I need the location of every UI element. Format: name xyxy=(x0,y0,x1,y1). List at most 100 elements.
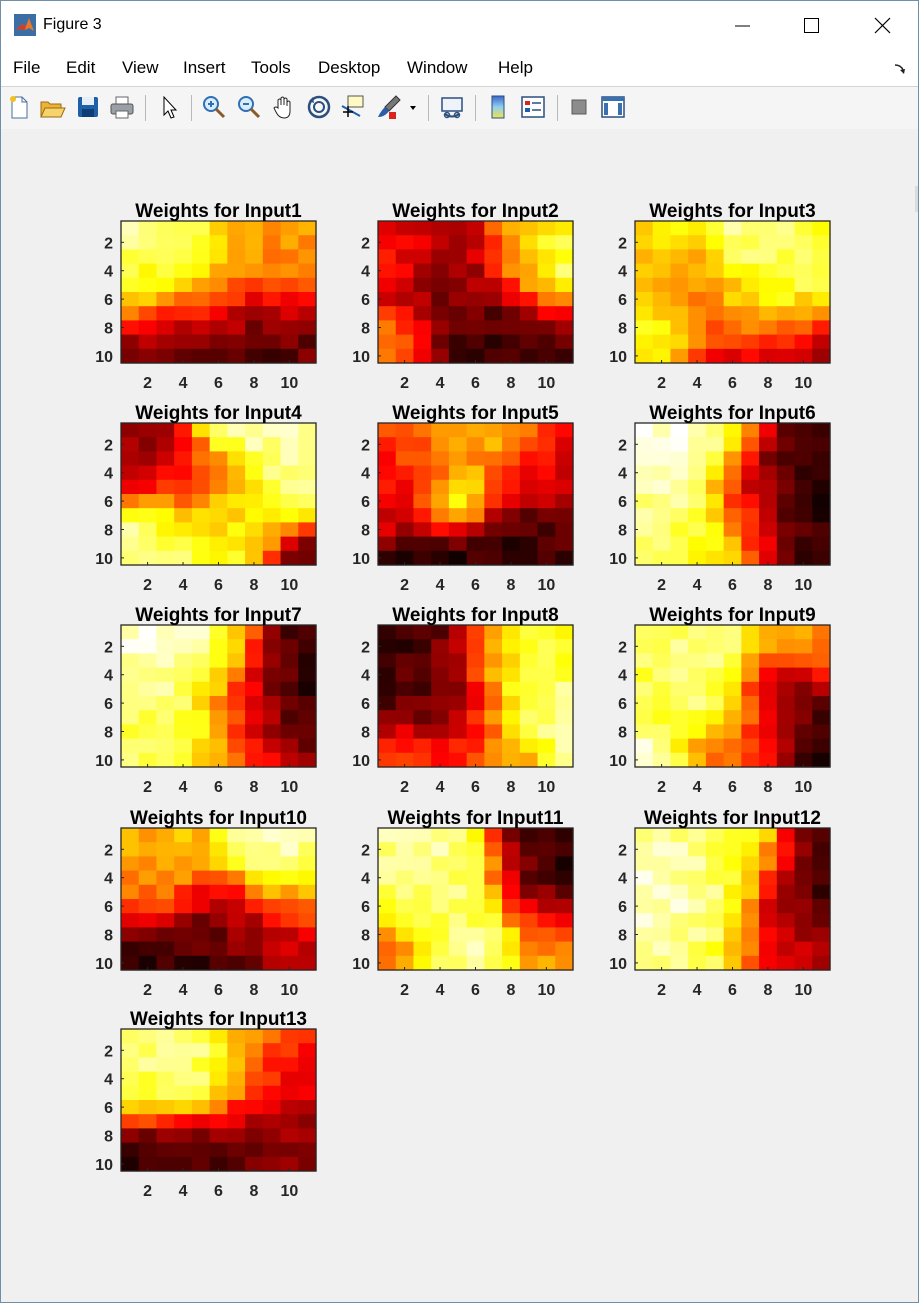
x-tick-label: 8 xyxy=(250,982,259,999)
heatmap-cell xyxy=(537,249,556,265)
window-resize-edge[interactable] xyxy=(915,186,918,212)
heatmap-cell xyxy=(298,465,317,481)
menu-tools[interactable]: Tools xyxy=(251,58,291,77)
heatmap-cell xyxy=(378,221,397,236)
menu-help[interactable]: Help xyxy=(498,58,533,77)
menu-desktop[interactable]: Desktop xyxy=(318,58,381,77)
heatmap-cell xyxy=(138,277,158,293)
heatmap-cell xyxy=(502,667,521,683)
heatmap-cell xyxy=(537,494,556,509)
heatmap-cell xyxy=(245,653,264,669)
heatmap-cell xyxy=(174,955,193,971)
heatmap-cell xyxy=(448,696,468,711)
heatmap-cell xyxy=(652,653,672,669)
heatmap-cell xyxy=(670,724,689,740)
heatmap-cell xyxy=(413,479,432,495)
heatmap-cell xyxy=(156,899,175,914)
rotate-3d-button[interactable] xyxy=(304,92,334,122)
minimize-button[interactable] xyxy=(713,1,771,51)
insert-colorbar-button[interactable] xyxy=(483,92,513,122)
pan-button[interactable] xyxy=(269,92,299,122)
edit-plot-button[interactable] xyxy=(154,92,184,122)
heatmap-cell xyxy=(191,1043,211,1058)
menu-file[interactable]: File xyxy=(13,58,41,77)
menu-window[interactable]: Window xyxy=(407,58,468,77)
heatmap-cell xyxy=(395,494,415,509)
zoom-in-button[interactable] xyxy=(199,92,229,122)
heatmap-cell xyxy=(723,437,742,452)
maximize-button[interactable] xyxy=(783,1,841,51)
heatmap-cell xyxy=(519,681,539,697)
brush-dropdown-button[interactable] xyxy=(405,92,421,122)
x-tick-label: 2 xyxy=(143,375,152,392)
toolbar-separator xyxy=(428,95,429,121)
menu-edit[interactable]: Edit xyxy=(66,58,96,77)
heatmap-cell xyxy=(378,292,397,307)
menu-insert[interactable]: Insert xyxy=(183,58,226,77)
link-plot-button[interactable] xyxy=(437,92,467,122)
hide-plot-tools-button[interactable] xyxy=(564,92,594,122)
new-figure-button[interactable] xyxy=(4,92,34,122)
heatmap-cell xyxy=(448,522,468,538)
open-file-button[interactable] xyxy=(37,92,67,122)
heatmap-cell xyxy=(280,249,299,265)
heatmap-cell xyxy=(156,221,175,236)
heatmap-cell xyxy=(652,536,672,552)
heatmap-cell xyxy=(191,1029,211,1044)
dock-figure-icon[interactable] xyxy=(892,61,908,77)
heatmap-cell xyxy=(174,522,193,538)
heatmap-cell xyxy=(812,710,831,725)
menu-view[interactable]: View xyxy=(122,58,159,77)
heatmap-cell xyxy=(280,1071,299,1087)
close-button[interactable] xyxy=(853,1,911,51)
heatmap-cell xyxy=(395,508,415,523)
heatmap-cell xyxy=(688,681,707,697)
heatmap-cell xyxy=(227,884,246,900)
heatmap-cell xyxy=(466,292,485,307)
show-plot-tools-button[interactable] xyxy=(598,92,628,122)
heatmap-cell xyxy=(395,348,415,364)
x-tick-label: 4 xyxy=(693,779,702,796)
heatmap-cell xyxy=(537,927,556,943)
y-tick-label: 6 xyxy=(618,292,627,309)
heatmap-cell xyxy=(227,870,246,886)
heatmap-cell xyxy=(448,884,468,900)
heatmap-cell xyxy=(431,451,450,467)
heatmap-cell xyxy=(812,667,831,683)
heatmap-cell xyxy=(209,465,228,481)
heatmap-cell xyxy=(395,710,415,725)
heatmap-cell xyxy=(121,306,140,321)
heatmap-cell xyxy=(670,941,689,957)
heatmap-cell xyxy=(209,1029,228,1044)
heatmap-cell xyxy=(776,941,796,957)
heatmap-cell xyxy=(448,292,468,307)
insert-legend-button[interactable] xyxy=(518,92,548,122)
title-bar[interactable]: Figure 3 xyxy=(1,1,918,51)
save-figure-button[interactable] xyxy=(73,92,103,122)
print-figure-button[interactable] xyxy=(107,92,137,122)
heatmap-cell xyxy=(652,738,672,754)
heatmap-cell xyxy=(280,696,299,711)
heatmap-cell xyxy=(484,465,503,481)
heatmap-cell xyxy=(741,710,760,725)
heatmap-cell xyxy=(413,437,432,452)
heatmap-cell xyxy=(209,667,228,683)
heatmap-cell xyxy=(484,306,503,321)
heatmap-cell xyxy=(138,752,158,768)
heatmap-cell xyxy=(431,334,450,350)
brush-button[interactable] xyxy=(374,92,404,122)
heatmap-cell xyxy=(466,465,485,481)
heatmap-cell xyxy=(156,1043,175,1058)
heatmap-cell xyxy=(448,423,468,438)
data-cursor-button[interactable] xyxy=(338,92,368,122)
heatmap-cell xyxy=(209,1142,228,1158)
heatmap-cell xyxy=(776,550,796,566)
heatmap-cell xyxy=(431,306,450,321)
heatmap-cell xyxy=(121,639,140,654)
heatmap-cell xyxy=(652,955,672,971)
heatmap-cell xyxy=(484,348,503,364)
zoom-out-button[interactable] xyxy=(234,92,264,122)
